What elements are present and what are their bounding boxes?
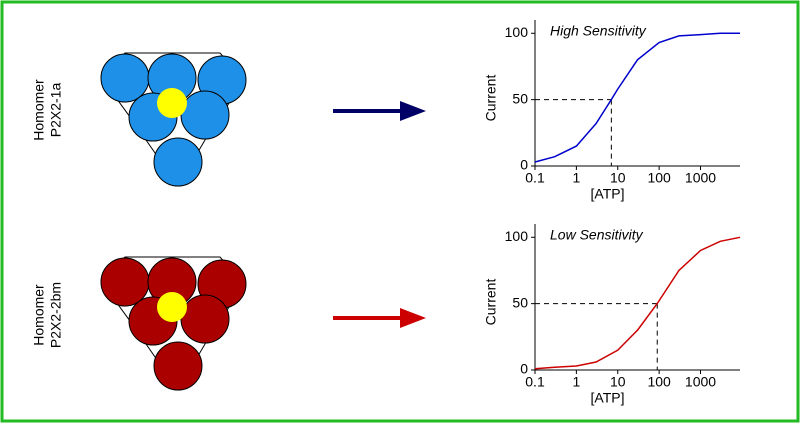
x-tick-label: 0.1 [525, 170, 545, 186]
x-tick-label: 100 [647, 374, 671, 390]
x-axis-label: [ATP] [591, 390, 625, 406]
y-tick-label: 100 [505, 24, 529, 40]
y-tick-label: 50 [512, 90, 528, 106]
x-tick-label: 100 [647, 170, 671, 186]
row-label: P2X2-2bm [48, 282, 64, 348]
receptor-diagram [100, 52, 247, 187]
curve [534, 236, 741, 370]
curve [534, 32, 740, 163]
y-tick-label: 100 [505, 228, 529, 244]
x-tick-label: 0.1 [525, 374, 545, 390]
x-axis-label: [ATP] [591, 186, 625, 202]
x-tick-label: 10 [610, 170, 626, 186]
y-axis-label: Current [483, 75, 499, 122]
y-tick-label: 0 [520, 361, 528, 377]
y-tick-label: 0 [520, 157, 528, 173]
x-tick-label: 10 [610, 374, 626, 390]
y-tick-label: 50 [512, 294, 528, 310]
row-label: Homomer [31, 79, 47, 141]
annotation: High Sensitivity [550, 23, 647, 39]
row-label: Homomer [31, 284, 47, 346]
x-tick-label: 1 [572, 374, 580, 390]
arrow [333, 308, 426, 328]
annotation: Low Sensitivity [550, 227, 644, 243]
row-label: P2X2-1a [48, 83, 64, 138]
x-tick-label: 1 [572, 170, 580, 186]
x-tick-label: 1000 [685, 170, 716, 186]
x-tick-label: 1000 [685, 374, 716, 390]
y-axis-label: Current [483, 279, 499, 326]
receptor-diagram [100, 256, 247, 391]
arrow [333, 101, 426, 121]
